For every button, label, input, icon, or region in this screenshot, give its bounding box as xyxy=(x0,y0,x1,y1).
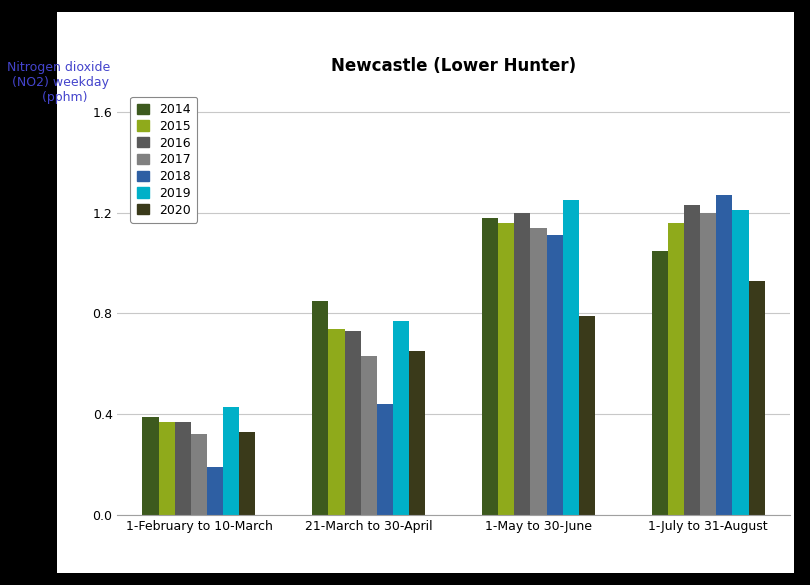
Bar xyxy=(207,467,223,515)
Bar xyxy=(684,205,700,515)
Bar xyxy=(579,316,595,515)
Bar xyxy=(143,417,159,515)
Bar xyxy=(360,356,377,515)
Bar xyxy=(498,223,514,515)
Bar xyxy=(652,250,668,515)
Bar xyxy=(344,331,360,515)
Bar xyxy=(732,210,748,515)
Bar xyxy=(716,195,732,515)
Bar xyxy=(223,407,239,515)
Text: Nitrogen dioxide
 (NO2) weekday
   (pphm): Nitrogen dioxide (NO2) weekday (pphm) xyxy=(6,61,110,105)
Bar xyxy=(239,432,255,515)
Bar xyxy=(482,218,498,515)
Bar xyxy=(748,281,765,515)
Bar xyxy=(514,213,531,515)
Bar xyxy=(191,434,207,515)
Title: Newcastle (Lower Hunter): Newcastle (Lower Hunter) xyxy=(331,57,576,75)
Bar xyxy=(377,404,393,515)
Bar xyxy=(531,228,547,515)
Bar xyxy=(328,329,344,515)
Bar xyxy=(175,422,191,515)
Bar xyxy=(700,213,716,515)
Bar xyxy=(563,200,579,515)
Bar xyxy=(409,351,425,515)
Bar xyxy=(668,223,684,515)
Bar xyxy=(159,422,175,515)
Bar xyxy=(313,301,328,515)
Bar xyxy=(393,321,409,515)
Legend: 2014, 2015, 2016, 2017, 2018, 2019, 2020: 2014, 2015, 2016, 2017, 2018, 2019, 2020 xyxy=(130,97,197,223)
Bar xyxy=(547,235,563,515)
